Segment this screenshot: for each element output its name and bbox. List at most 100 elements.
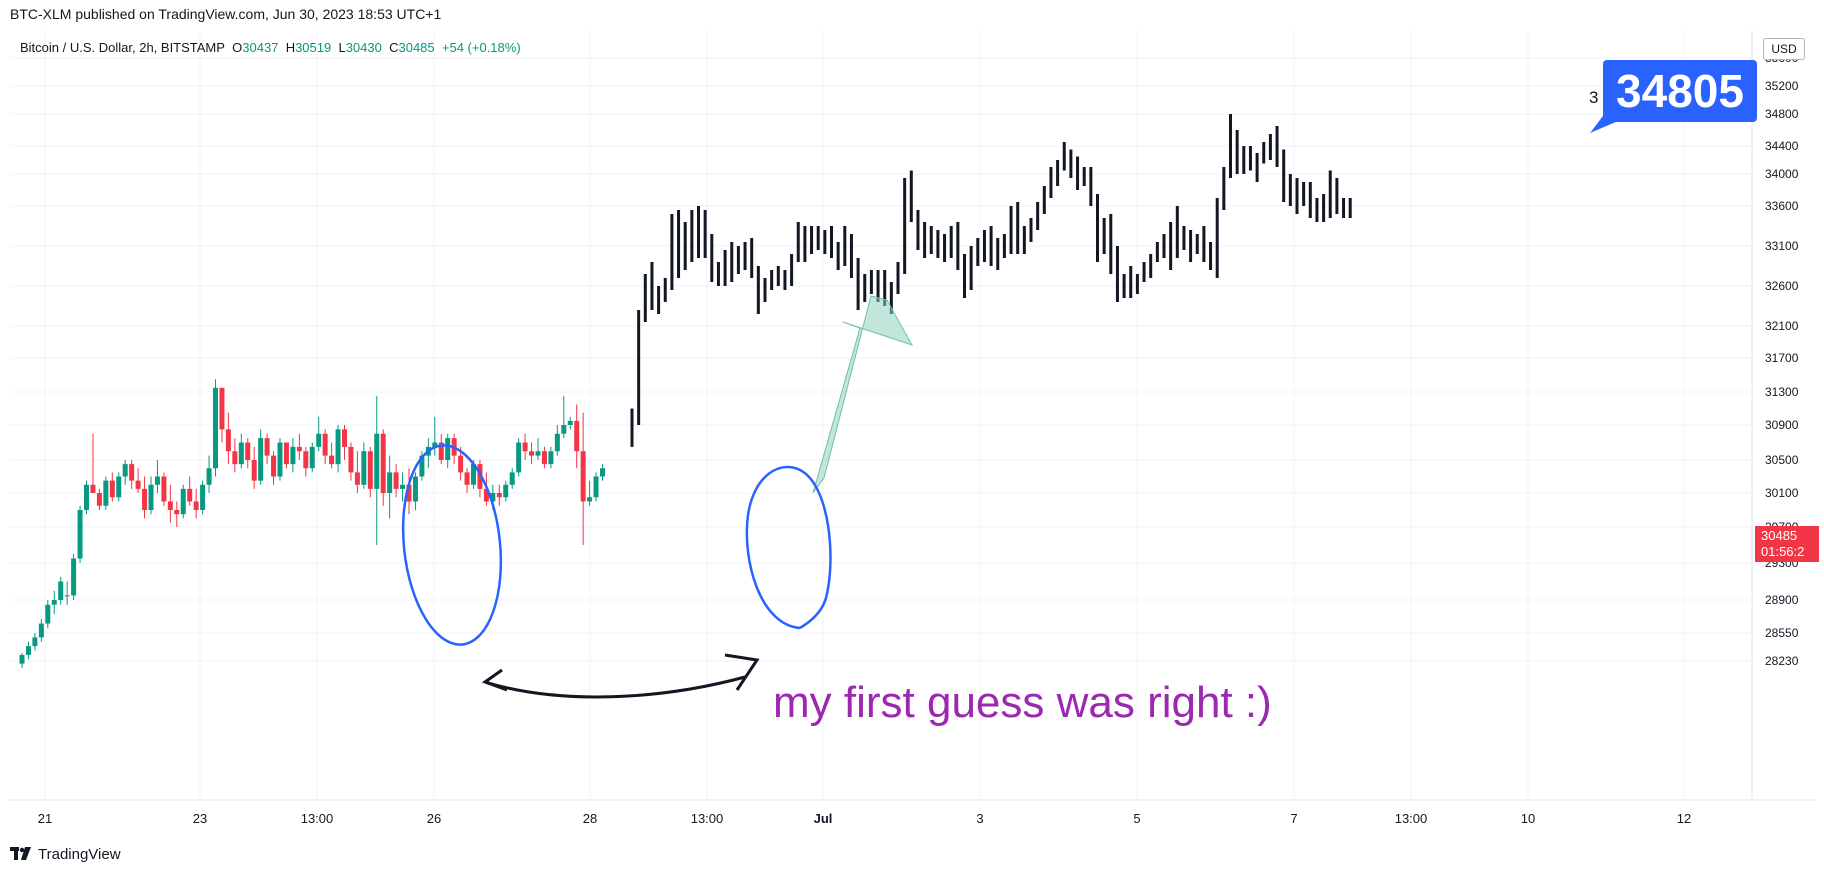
candle[interactable] [90, 433, 96, 493]
high-label: H [285, 40, 296, 55]
candle[interactable] [329, 442, 335, 469]
footer-brand-label: TradingView [38, 845, 121, 863]
candle[interactable] [522, 433, 528, 460]
candle[interactable] [322, 429, 328, 465]
candle[interactable] [309, 442, 315, 473]
candle[interactable] [258, 429, 264, 485]
candle[interactable] [135, 468, 141, 493]
symbol-label[interactable]: Bitcoin / U.S. Dollar, 2h, BITSTAMP [20, 40, 225, 55]
candle[interactable] [393, 464, 399, 498]
right-highlight-circle[interactable] [745, 465, 832, 630]
candle[interactable] [58, 576, 64, 605]
candle[interactable] [148, 476, 154, 515]
candle[interactable] [587, 480, 593, 506]
footer-brand[interactable]: TradingView [10, 843, 121, 865]
candle[interactable] [103, 476, 109, 511]
annotation-note[interactable]: my first guess was right :) [773, 678, 1272, 727]
candle[interactable] [245, 438, 251, 469]
candle[interactable] [374, 396, 380, 545]
candle[interactable] [296, 433, 302, 460]
candle[interactable] [496, 484, 502, 506]
candle[interactable] [535, 438, 541, 460]
candle[interactable] [238, 433, 244, 469]
candle[interactable] [361, 442, 367, 489]
candle[interactable] [438, 433, 444, 465]
candle[interactable] [561, 396, 567, 439]
currency-button[interactable]: USD [1763, 38, 1805, 60]
candle[interactable] [264, 433, 270, 465]
candle[interactable] [161, 472, 167, 506]
candle[interactable] [342, 425, 347, 460]
candle[interactable] [516, 438, 522, 477]
candle[interactable] [464, 468, 470, 493]
candle[interactable] [477, 460, 483, 498]
candle[interactable] [225, 412, 231, 465]
candle[interactable] [64, 581, 70, 605]
candle[interactable] [400, 472, 406, 502]
low-label: L [338, 40, 346, 55]
candle[interactable] [406, 468, 412, 515]
candle[interactable] [219, 387, 225, 443]
candle[interactable] [51, 590, 57, 615]
candle[interactable] [548, 446, 554, 469]
candle[interactable] [303, 446, 309, 477]
candle[interactable] [251, 446, 257, 489]
candle[interactable] [167, 484, 173, 523]
candle[interactable] [193, 488, 199, 519]
candle[interactable] [367, 446, 373, 498]
candle[interactable] [509, 468, 515, 489]
candle[interactable] [283, 442, 289, 469]
candle[interactable] [232, 438, 238, 473]
candle[interactable] [580, 412, 586, 545]
candle[interactable] [290, 438, 296, 473]
candle[interactable] [129, 460, 135, 489]
candle[interactable] [180, 484, 186, 519]
candle[interactable] [142, 476, 148, 519]
candle[interactable] [593, 472, 599, 502]
candle[interactable] [84, 480, 89, 515]
candle[interactable] [187, 476, 193, 506]
candle[interactable] [541, 446, 547, 469]
time-tick-label: 5 [1133, 811, 1140, 826]
candle[interactable] [600, 464, 605, 481]
candle[interactable] [335, 425, 341, 473]
time-tick-label: 10 [1521, 811, 1535, 826]
candle[interactable] [25, 641, 31, 660]
left-highlight-circle[interactable] [394, 441, 510, 650]
candle[interactable] [574, 404, 580, 469]
candle[interactable] [387, 455, 393, 519]
candle[interactable] [354, 451, 360, 493]
projection-arrow[interactable] [812, 295, 914, 494]
candle[interactable] [277, 438, 283, 481]
candle[interactable] [529, 442, 535, 465]
candle[interactable] [174, 501, 180, 528]
candle[interactable] [38, 618, 44, 642]
candle[interactable] [206, 455, 212, 493]
target-price-callout[interactable]: 34805 [1603, 60, 1757, 122]
candle[interactable] [122, 460, 128, 485]
candle[interactable] [432, 416, 438, 456]
candle[interactable] [45, 600, 51, 629]
candle[interactable] [503, 480, 509, 502]
candle[interactable] [316, 416, 322, 452]
candle[interactable] [109, 472, 115, 502]
open-value: 30437 [242, 40, 279, 55]
candle[interactable] [380, 429, 386, 506]
candle[interactable] [348, 442, 354, 481]
candle[interactable] [71, 554, 77, 600]
candle[interactable] [19, 653, 25, 668]
comparison-arrow[interactable] [484, 675, 746, 699]
candle[interactable] [554, 425, 560, 456]
candle[interactable] [116, 472, 122, 502]
candle[interactable] [445, 433, 451, 469]
candle[interactable] [32, 633, 38, 651]
candle[interactable] [77, 505, 83, 563]
candle[interactable] [271, 451, 277, 485]
candle[interactable] [200, 480, 206, 515]
candle[interactable] [412, 472, 418, 510]
candle[interactable] [96, 488, 102, 510]
candle[interactable] [567, 416, 573, 430]
candle[interactable] [154, 460, 160, 493]
candle[interactable] [213, 379, 218, 477]
